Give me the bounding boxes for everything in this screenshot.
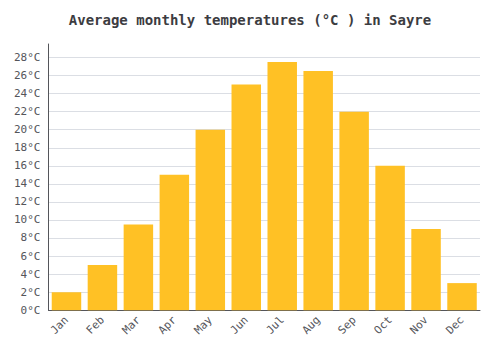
svg-text:Oct: Oct (371, 314, 394, 337)
svg-text:8°C: 8°C (21, 231, 41, 244)
svg-text:Apr: Apr (156, 313, 179, 336)
svg-text:Jan: Jan (48, 314, 71, 337)
svg-text:12°C: 12°C (14, 195, 41, 208)
svg-text:Nov: Nov (407, 313, 430, 336)
svg-text:Jun: Jun (228, 314, 251, 337)
svg-text:10°C: 10°C (14, 213, 41, 226)
svg-text:Dec: Dec (443, 314, 466, 337)
svg-text:26°C: 26°C (14, 69, 41, 82)
svg-text:0°C: 0°C (21, 304, 41, 317)
svg-text:Aug: Aug (300, 314, 323, 337)
svg-text:2°C: 2°C (21, 286, 41, 299)
svg-text:4°C: 4°C (21, 268, 41, 281)
svg-text:Sep: Sep (336, 314, 359, 337)
svg-text:28°C: 28°C (14, 51, 41, 64)
svg-text:Average monthly temperatures (: Average monthly temperatures (°C ) in Sa… (69, 12, 431, 28)
svg-text:Jul: Jul (264, 314, 287, 337)
svg-text:6°C: 6°C (21, 250, 41, 263)
svg-text:14°C: 14°C (14, 177, 41, 190)
svg-text:Feb: Feb (84, 314, 107, 337)
svg-text:20°C: 20°C (14, 123, 41, 136)
svg-text:16°C: 16°C (14, 159, 41, 172)
svg-text:18°C: 18°C (14, 141, 41, 154)
svg-text:22°C: 22°C (14, 105, 41, 118)
svg-text:May: May (192, 313, 215, 336)
svg-text:Mar: Mar (120, 313, 143, 336)
svg-text:24°C: 24°C (14, 87, 41, 100)
